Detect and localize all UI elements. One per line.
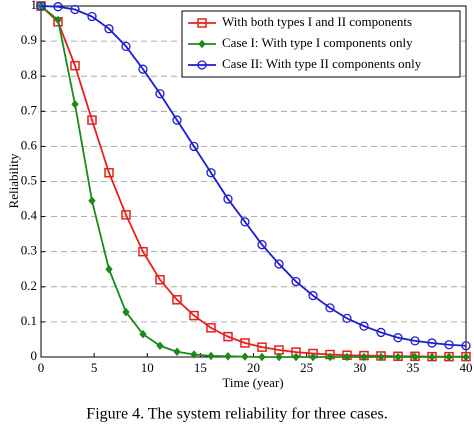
marker bbox=[189, 310, 199, 321]
legend-label: With both types I and II components bbox=[222, 14, 412, 29]
marker bbox=[223, 194, 233, 204]
marker bbox=[190, 350, 198, 359]
x-tick-label: 5 bbox=[91, 360, 98, 375]
y-tick-label: 0.4 bbox=[21, 208, 38, 223]
y-tick-label: 0.7 bbox=[21, 102, 38, 117]
marker bbox=[377, 352, 385, 362]
marker bbox=[172, 295, 182, 305]
marker bbox=[291, 276, 301, 287]
marker bbox=[428, 352, 436, 362]
marker bbox=[241, 352, 249, 361]
marker bbox=[121, 41, 131, 52]
marker bbox=[223, 331, 233, 342]
y-tick-label: 1 bbox=[31, 0, 38, 12]
y-tick-label: 0.8 bbox=[21, 67, 37, 82]
caption: Figure 4. The system reliability for thr… bbox=[86, 406, 387, 423]
x-tick-label: 30 bbox=[353, 360, 366, 375]
marker bbox=[240, 338, 250, 348]
marker bbox=[155, 275, 165, 285]
marker bbox=[54, 15, 62, 25]
marker bbox=[445, 352, 453, 362]
marker bbox=[360, 352, 368, 362]
marker bbox=[104, 167, 114, 178]
marker bbox=[122, 307, 130, 317]
marker bbox=[121, 210, 131, 220]
marker bbox=[240, 217, 250, 227]
x-tick-label: 0 bbox=[38, 360, 45, 375]
marker bbox=[138, 64, 148, 74]
y-axis-label: Reliability bbox=[6, 153, 21, 208]
y-tick-label: 0.9 bbox=[21, 32, 37, 47]
y-tick-label: 0.2 bbox=[21, 278, 37, 293]
marker bbox=[70, 60, 80, 71]
legend: With both types I and II components Case … bbox=[181, 10, 461, 78]
y-tick-label: 0.3 bbox=[21, 243, 37, 258]
marker bbox=[172, 115, 182, 125]
legend-label: Case I: With type I components only bbox=[222, 35, 413, 50]
marker bbox=[173, 347, 181, 357]
x-tick-label: 20 bbox=[247, 360, 260, 375]
legend-box bbox=[181, 10, 461, 78]
marker bbox=[326, 352, 334, 362]
marker bbox=[224, 352, 232, 361]
marker bbox=[410, 336, 420, 346]
marker bbox=[444, 340, 454, 350]
x-tick-label: 15 bbox=[194, 360, 207, 375]
marker bbox=[309, 352, 317, 362]
marker bbox=[207, 351, 215, 361]
marker bbox=[258, 352, 266, 362]
y-tick-label: 0.1 bbox=[21, 313, 37, 328]
marker bbox=[155, 89, 165, 99]
marker bbox=[138, 246, 148, 257]
y-tick-label: 0 bbox=[31, 348, 38, 363]
marker bbox=[257, 342, 267, 352]
marker bbox=[189, 141, 199, 152]
marker bbox=[462, 352, 470, 362]
marker bbox=[197, 60, 207, 70]
marker bbox=[427, 338, 437, 348]
marker bbox=[292, 352, 300, 362]
marker bbox=[36, 1, 46, 11]
legend-label: Case II: With type II components only bbox=[222, 56, 422, 71]
x-tick-label: 25 bbox=[300, 360, 313, 375]
marker bbox=[156, 341, 164, 351]
marker bbox=[343, 352, 351, 362]
marker bbox=[104, 24, 114, 34]
marker bbox=[88, 196, 96, 206]
y-tick-label: 0.6 bbox=[21, 137, 38, 152]
marker bbox=[274, 259, 284, 269]
marker bbox=[411, 352, 419, 362]
x-tick-label: 35 bbox=[406, 360, 419, 375]
marker bbox=[359, 321, 369, 331]
marker bbox=[325, 303, 335, 313]
marker bbox=[394, 352, 402, 362]
x-tick-label: 40 bbox=[460, 360, 473, 375]
marker bbox=[70, 4, 80, 15]
marker bbox=[257, 240, 267, 250]
y-tick-label: 0.5 bbox=[21, 172, 37, 187]
marker bbox=[376, 327, 386, 338]
x-tick-label: 10 bbox=[141, 360, 154, 375]
marker bbox=[308, 290, 318, 301]
marker bbox=[53, 2, 63, 12]
marker bbox=[105, 264, 113, 274]
marker bbox=[206, 323, 216, 333]
marker bbox=[206, 168, 216, 178]
marker bbox=[71, 100, 79, 109]
marker bbox=[139, 329, 147, 339]
marker bbox=[197, 18, 207, 28]
marker bbox=[393, 333, 403, 343]
marker bbox=[275, 352, 283, 362]
marker bbox=[198, 39, 206, 49]
x-axis-label: Time (year) bbox=[222, 375, 283, 390]
marker bbox=[87, 115, 97, 125]
marker bbox=[342, 313, 352, 324]
marker bbox=[461, 341, 471, 351]
marker bbox=[87, 11, 97, 22]
